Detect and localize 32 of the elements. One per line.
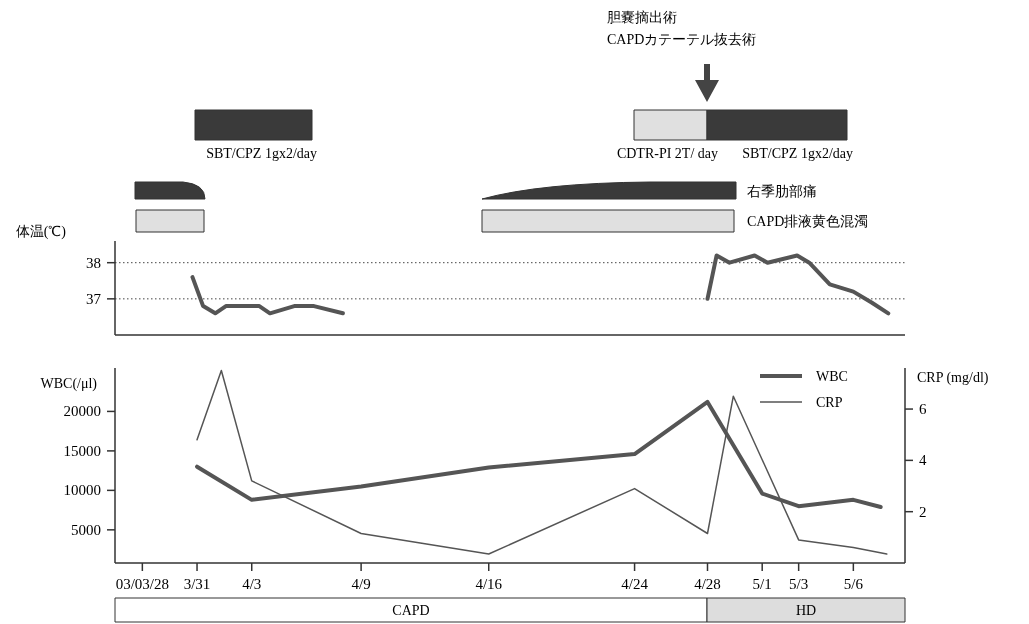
x-tick-label: 03/03/28 xyxy=(115,576,170,592)
x-tick-label: 5/1 xyxy=(752,576,772,592)
x-tick-label: 5/6 xyxy=(843,576,864,592)
x-tick-label: 4/16 xyxy=(475,576,503,592)
y-tick-label: 38 xyxy=(86,254,101,271)
x-tick-label: 4/28 xyxy=(694,576,721,592)
y2-tick-label: 2 xyxy=(919,503,927,520)
x-tick-label: 4/3 xyxy=(242,576,262,592)
y-axis-title: WBC(/μl) xyxy=(40,376,98,392)
y2-tick-label: 6 xyxy=(919,401,927,418)
y2-axis-title: CRP (mg/dl) xyxy=(917,370,989,386)
legend-label: CRP xyxy=(816,395,843,410)
x-tick-label: 4/24 xyxy=(621,576,649,592)
y2-tick-label: 4 xyxy=(919,452,927,469)
y-tick-label: 10000 xyxy=(63,482,101,499)
x-tick-label: 5/3 xyxy=(789,576,809,592)
y-tick-label: 15000 xyxy=(63,442,101,459)
text: SBT/CPZ 1gx2/day xyxy=(742,146,853,161)
x-tick-label: 3/31 xyxy=(183,576,211,592)
text: HD xyxy=(795,603,817,618)
y-tick-label: 5000 xyxy=(71,521,101,538)
text: CAPD排液黄色混濁 xyxy=(747,214,869,229)
text: CDTR-PI 2T/ day xyxy=(616,146,718,161)
text: 右季肋部痛 xyxy=(747,184,817,199)
y-axis-title: 体温(℃) xyxy=(15,224,67,240)
x-tick-label: 4/9 xyxy=(351,576,371,592)
y-tick-label: 37 xyxy=(86,290,102,307)
text: CAPD xyxy=(392,603,430,618)
y-tick-label: 20000 xyxy=(63,403,101,420)
legend-label: WBC xyxy=(816,369,848,384)
text: 胆嚢摘出術 CAPDカテーテル抜去術 xyxy=(607,10,757,47)
text: SBT/CPZ 1gx2/day xyxy=(206,146,317,161)
